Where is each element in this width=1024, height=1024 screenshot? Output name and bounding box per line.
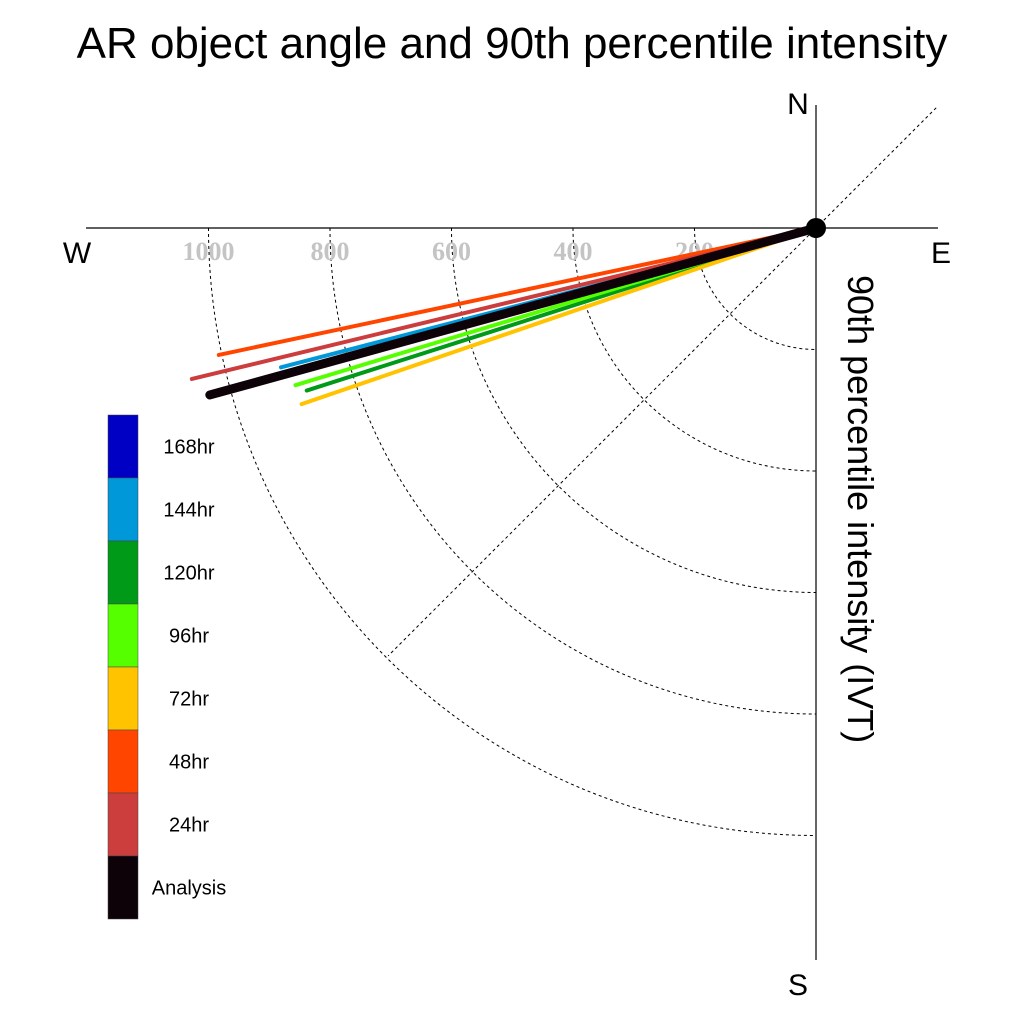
legend-swatch-168hr: [107, 414, 139, 479]
legend: 168hr 144hr 120hr 96hr 72hr 48hr 24hr Analysis: [107, 414, 226, 920]
legend-label-48hr: 48hr: [169, 752, 209, 774]
vector-72hr: [299, 226, 818, 407]
radial-tick-label: 400: [554, 237, 593, 266]
legend-label-24hr: 24hr: [169, 815, 209, 837]
origin-dot: [806, 218, 826, 238]
legend-swatch-analysis: [107, 855, 139, 920]
radial-tick-label: 1000: [183, 237, 235, 266]
legend-swatch-144hr: [107, 477, 139, 542]
forecast-vectors: [189, 223, 821, 407]
legend-label-96hr: 96hr: [169, 626, 209, 648]
vector-analysis: [205, 223, 821, 400]
east-label: E: [931, 237, 951, 270]
legend-swatch-48hr: [107, 729, 139, 794]
legend-label-120hr: 120hr: [163, 563, 214, 585]
legend-swatch-72hr: [107, 666, 139, 731]
polar-grid: [208, 107, 937, 836]
legend-label-72hr: 72hr: [169, 689, 209, 711]
legend-label-analysis: Analysis: [152, 878, 226, 900]
legend-swatch-120hr: [107, 540, 139, 605]
vector-48hr: [216, 226, 818, 357]
north-label: N: [787, 88, 809, 121]
legend-label-144hr: 144hr: [163, 500, 214, 522]
south-label: S: [788, 969, 808, 1002]
chart-title: AR object angle and 90th percentile inte…: [77, 19, 948, 68]
legend-swatch-24hr: [107, 792, 139, 857]
legend-label-168hr: 168hr: [163, 437, 214, 459]
y-axis-label: 90th percentile intensity (IVT): [840, 275, 881, 743]
radial-tick-label: 600: [432, 237, 471, 266]
west-label: W: [63, 237, 92, 270]
radial-ring: [572, 227, 817, 472]
legend-swatch-96hr: [107, 603, 139, 668]
radial-tick-label: 800: [311, 237, 350, 266]
